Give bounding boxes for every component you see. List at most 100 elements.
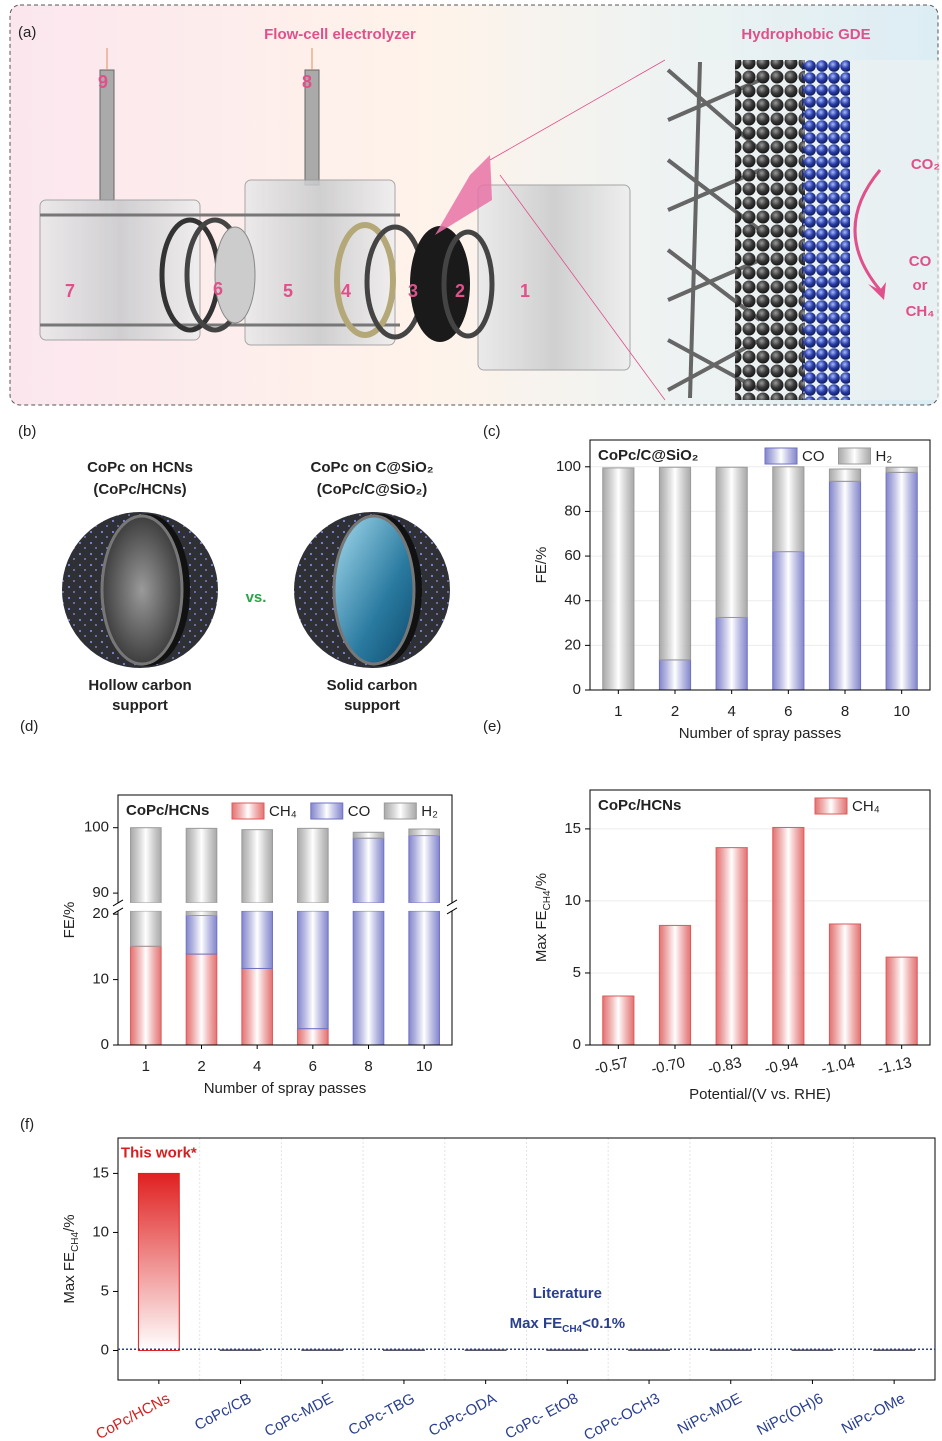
- bar-segment: [829, 469, 860, 481]
- panel-label: (e): [483, 718, 501, 735]
- bar-segment: [716, 467, 747, 617]
- legend-swatch: [311, 803, 343, 819]
- solid-core: [334, 516, 414, 664]
- part-number: 3: [408, 281, 418, 301]
- bar-segment: [131, 911, 162, 946]
- y-axis-label: Max FECH4/%: [61, 1214, 81, 1303]
- bar-segment: [659, 925, 690, 1045]
- legend-label: CO: [802, 448, 825, 465]
- x-tick-label: 1: [142, 1058, 150, 1075]
- bar: [659, 467, 690, 660]
- bar: [353, 838, 384, 1045]
- x-tick-label: 6: [784, 703, 792, 720]
- text-part: CH4: [542, 890, 553, 910]
- x-tick-label: -1.13: [876, 1054, 913, 1078]
- bar-segment: [716, 617, 747, 690]
- y-tick-label: 10: [92, 971, 109, 988]
- x-tick-label: CoPc- EtO8: [502, 1390, 581, 1441]
- bar-segment: [603, 468, 634, 690]
- y-tick-label: 20: [92, 905, 109, 922]
- bar-segment: [773, 552, 804, 690]
- annotation: Max FECH4<0.1%: [510, 1315, 625, 1335]
- part-number: 4: [341, 281, 351, 301]
- carbon-layer: [735, 60, 805, 400]
- bar: [409, 836, 440, 1045]
- x-tick-label: -0.70: [650, 1054, 687, 1078]
- product: CH₄: [906, 303, 935, 320]
- bar-segment: [353, 832, 384, 838]
- panel-label: (b): [18, 423, 36, 440]
- legend-label: H₂: [421, 803, 438, 820]
- text-part: /%: [533, 873, 550, 891]
- bar: [773, 552, 804, 690]
- x-tick-label: 2: [197, 1058, 205, 1075]
- part-number: 5: [283, 281, 293, 301]
- part-number: 9: [98, 72, 108, 92]
- bar: [829, 924, 860, 1045]
- bar-segment: [659, 467, 690, 660]
- caption: support: [112, 697, 168, 714]
- legend-label: CH₄: [269, 803, 297, 820]
- x-tick-label: CoPc-TBG: [346, 1390, 418, 1439]
- bar-segment: [409, 911, 440, 1045]
- bar-segment: [298, 1029, 329, 1045]
- axis-break: [112, 903, 458, 911]
- bar: [716, 467, 747, 617]
- x-tick-label: 1: [614, 703, 622, 720]
- y-tick-label: 100: [556, 458, 581, 475]
- y-tick-label: 10: [92, 1223, 109, 1240]
- bar: [186, 828, 217, 915]
- y-tick-label: 15: [564, 820, 581, 837]
- bar: [186, 915, 217, 954]
- annotation: Literature: [533, 1285, 602, 1302]
- x-tick-label: -0.94: [763, 1054, 800, 1078]
- x-tick-label: 8: [841, 703, 849, 720]
- y-tick-label: 0: [573, 1036, 581, 1053]
- x-tick-label: 10: [893, 703, 910, 720]
- text-part: Max FE: [510, 1315, 563, 1332]
- bar-segment: [659, 660, 690, 690]
- plot-frame: [590, 790, 930, 1045]
- panel-a: (a) Flow-cell electrolyzer Hydrophobic G…: [10, 5, 940, 405]
- text-part: <0.1%: [582, 1315, 625, 1332]
- caption: Hollow carbon: [88, 677, 191, 694]
- bar: [603, 996, 634, 1045]
- figure: (a) Flow-cell electrolyzer Hydrophobic G…: [0, 0, 942, 1441]
- y-axis-label: FE/%: [61, 902, 78, 939]
- bar: [353, 832, 384, 838]
- y-tick-label: 0: [573, 681, 581, 698]
- x-axis-label: Number of spray passes: [204, 1080, 367, 1097]
- bar: [829, 469, 860, 481]
- legend-label: CO: [348, 803, 371, 820]
- bar: [298, 828, 329, 903]
- y-axis-label: FE/%: [533, 547, 550, 584]
- x-tick-label: 4: [253, 1058, 261, 1075]
- bar: [242, 911, 273, 969]
- part-number: 1: [520, 281, 530, 301]
- sample-title: (CoPc/HCNs): [93, 481, 186, 498]
- membrane: [215, 227, 255, 323]
- x-tick-label: 4: [727, 703, 735, 720]
- bar-segment: [186, 915, 217, 954]
- bar-segment: [886, 472, 917, 690]
- x-tick-label: CoPc-MDE: [262, 1390, 336, 1440]
- x-tick-label: 2: [671, 703, 679, 720]
- bar: [716, 617, 747, 690]
- sample-title: CoPc on C@SiO₂: [311, 459, 434, 476]
- bar: [298, 1029, 329, 1045]
- panel-b: (b) CoPc on HCNs (CoPc/HCNs) CoPc on C@S…: [18, 423, 450, 714]
- sample-title: (CoPc/C@SiO₂): [317, 481, 427, 498]
- bar-segment: [186, 828, 217, 903]
- panel-label: (f): [20, 1116, 34, 1133]
- bar-segment: [131, 946, 162, 1045]
- title: Hydrophobic GDE: [741, 26, 870, 43]
- hollow-core: [102, 516, 182, 664]
- bar: [773, 467, 804, 552]
- y-tick-label: 15: [92, 1164, 109, 1181]
- sample-title: CoPc on HCNs: [87, 459, 193, 476]
- bar-segment: [886, 467, 917, 472]
- x-tick-label: -0.57: [593, 1054, 630, 1078]
- bar: [829, 481, 860, 690]
- bar-segment: [242, 830, 273, 903]
- bar-segment: [242, 911, 273, 969]
